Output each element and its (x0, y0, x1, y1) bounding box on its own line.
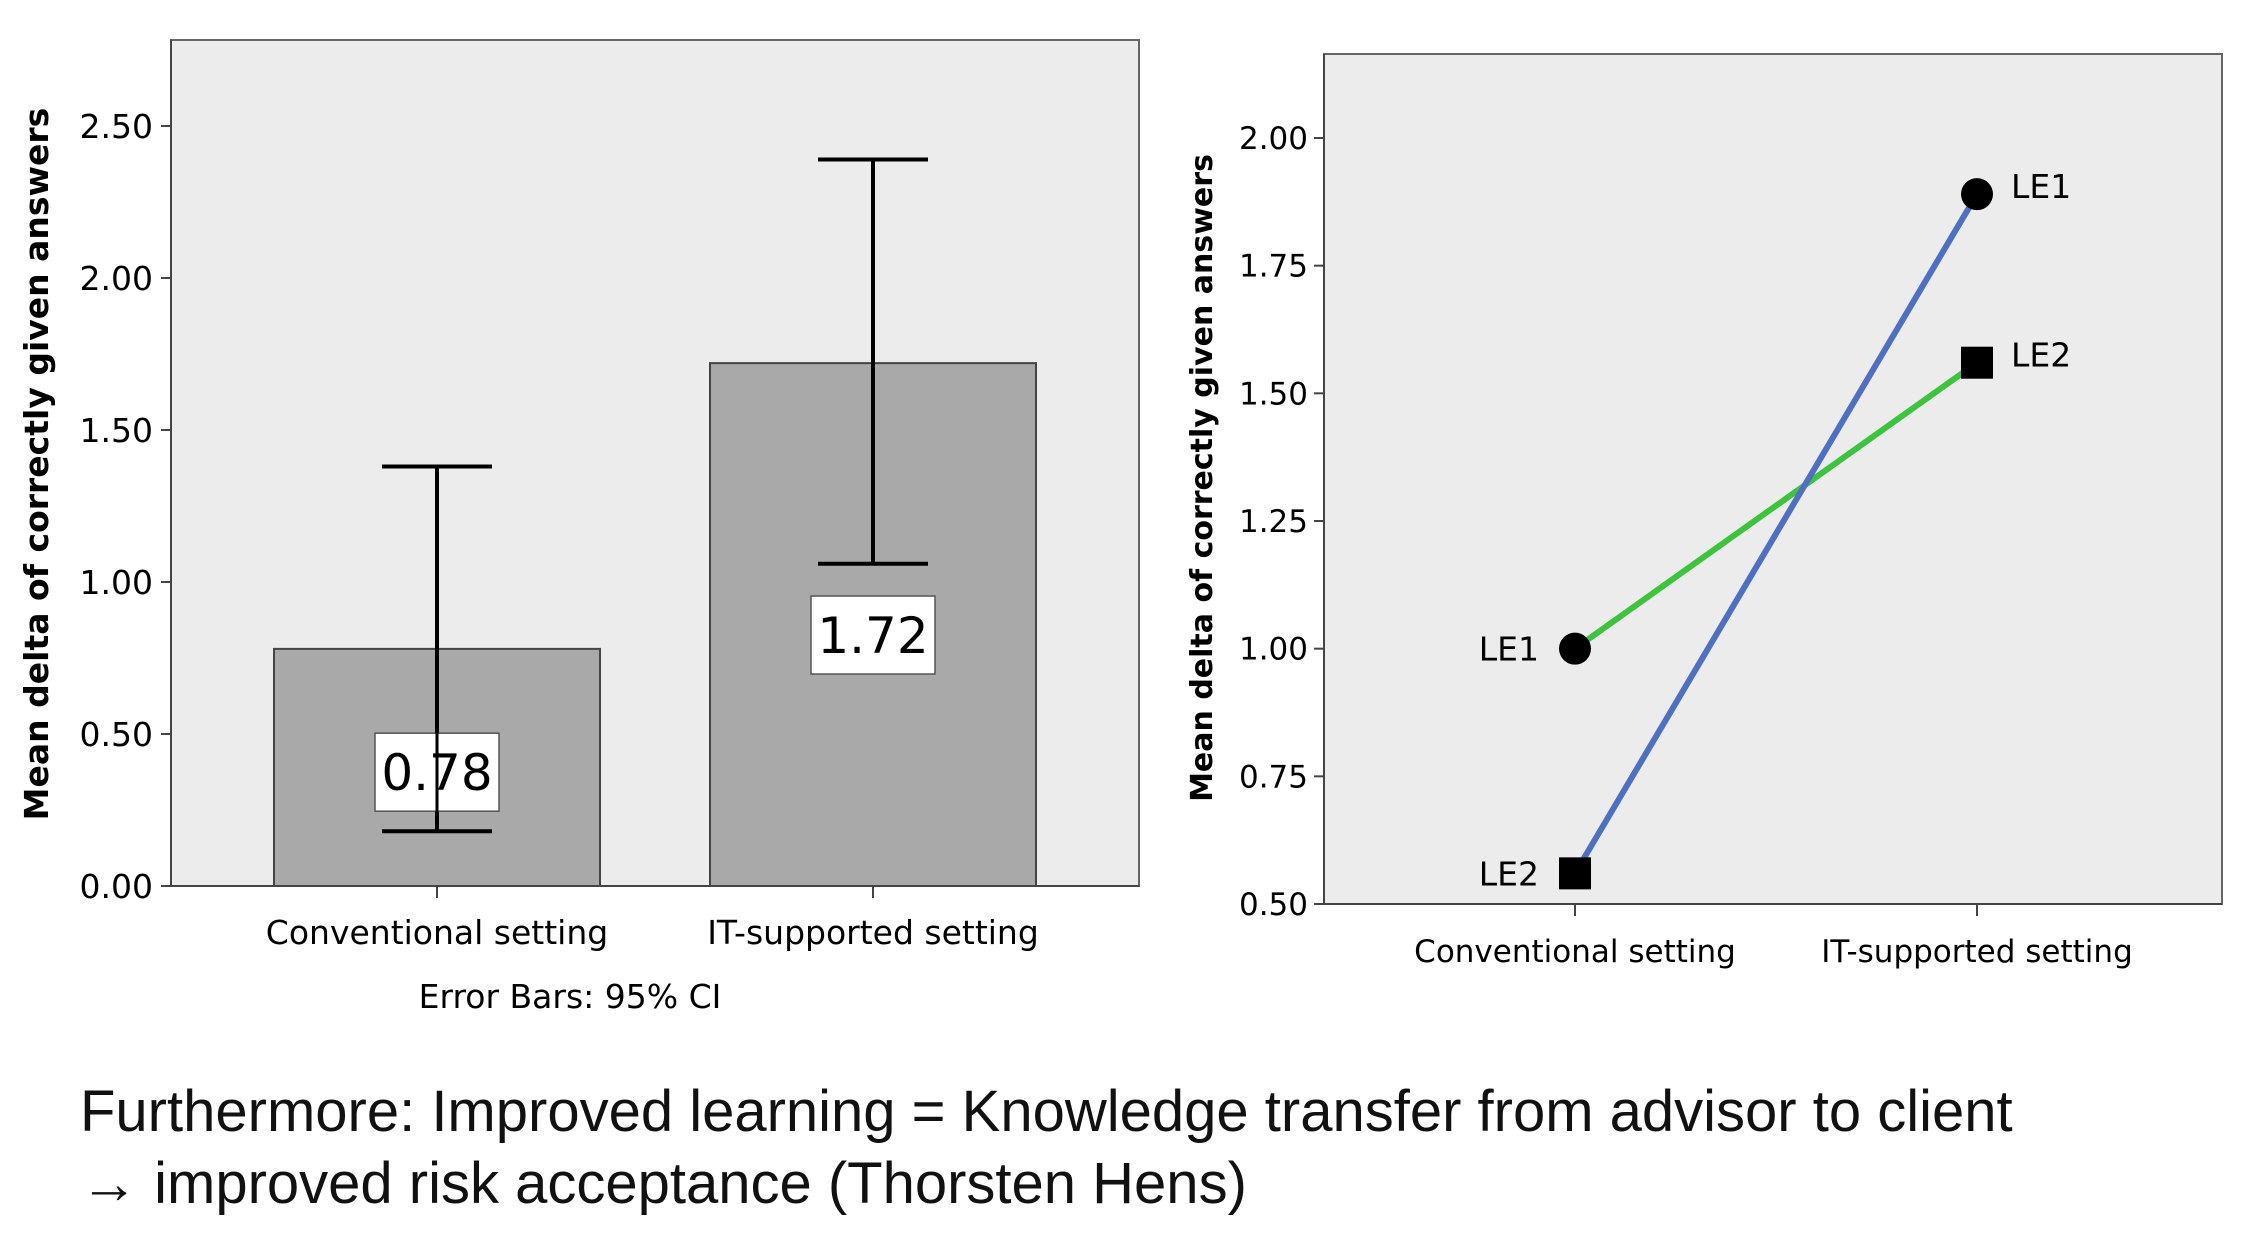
point-marker-square (1559, 857, 1591, 890)
line-y-tick-label: 1.25 (1239, 504, 1308, 540)
line-chart: 0.500.751.001.251.501.752.00 LE1LE1LE2LE… (1185, 53, 2223, 970)
line-y-tick-label: 0.75 (1239, 759, 1308, 795)
line-y-tick-label: 0.50 (1239, 887, 1308, 923)
point-marker-circle (1961, 178, 1993, 211)
line-x-tick-label: Conventional setting (1414, 934, 1736, 970)
bar-value-label-box (810, 595, 936, 675)
bar-y-axis: 0.00 0.50 1.00 1.50 2.00 2.50 (80, 40, 172, 906)
line-plot-area (1323, 53, 2223, 905)
line-y-axis-title: Mean delta of correctly given answers (1185, 154, 1220, 802)
caption-line-2: → improved risk acceptance (Thorsten Hen… (80, 1151, 1247, 1216)
line-x-tick-label: IT-supported setting (1821, 934, 2133, 970)
error-bars-footnote: Error Bars: 95% CI (419, 977, 722, 1016)
bar-value-label: 1.72 (817, 607, 928, 665)
line-y-tick-label: 1.00 (1239, 632, 1308, 668)
point-label: LE2 (1479, 854, 1539, 893)
line-marks: LE1 LE1 LE2 LE2 (1479, 167, 2071, 893)
series-line (1573, 360, 1979, 652)
point-label: LE2 (2011, 336, 2071, 375)
point-marker-square (1961, 346, 1993, 379)
bar-y-axis-title: Mean delta of correctly given answers (17, 108, 56, 821)
bar-x-tick-label: Conventional setting (266, 913, 608, 952)
line-y-tick-label: 1.75 (1239, 249, 1308, 285)
bar-y-tick-label: 2.50 (80, 107, 153, 146)
bar-y-tick-label: 2.00 (80, 259, 153, 298)
bar-x-tick-label: IT-supported setting (707, 913, 1039, 952)
bar-chart: 0.00 0.50 1.00 1.50 2.00 2.50 0.781.72 Conven… (17, 39, 1140, 1016)
line-y-tick-label: 1.50 (1239, 376, 1308, 412)
bar-x-axis: Conventional setting IT-supported setting (171, 885, 1139, 952)
point-label: LE1 (1479, 630, 1539, 669)
line-x-axis: Conventional setting IT-supported setting (1324, 903, 2222, 970)
bar-y-tick-label: 0.50 (80, 715, 153, 754)
series-line (1572, 192, 1980, 875)
line-y-tick-label: 2.00 (1239, 121, 1308, 157)
bar-y-tick-label: 1.50 (80, 411, 153, 450)
bar-y-tick-label: 1.00 (80, 563, 153, 602)
point-label: LE1 (2011, 167, 2071, 206)
point-marker-circle (1559, 632, 1591, 665)
caption-line-1: Furthermore: Improved learning = Knowled… (80, 1079, 2013, 1144)
bar-y-tick-label: 0.00 (80, 867, 153, 906)
bar-marks: 0.781.72 (273, 157, 1037, 887)
line-y-axis: 0.50 0.75 1.00 1.25 1.50 1.75 2.00 (1239, 54, 1325, 923)
